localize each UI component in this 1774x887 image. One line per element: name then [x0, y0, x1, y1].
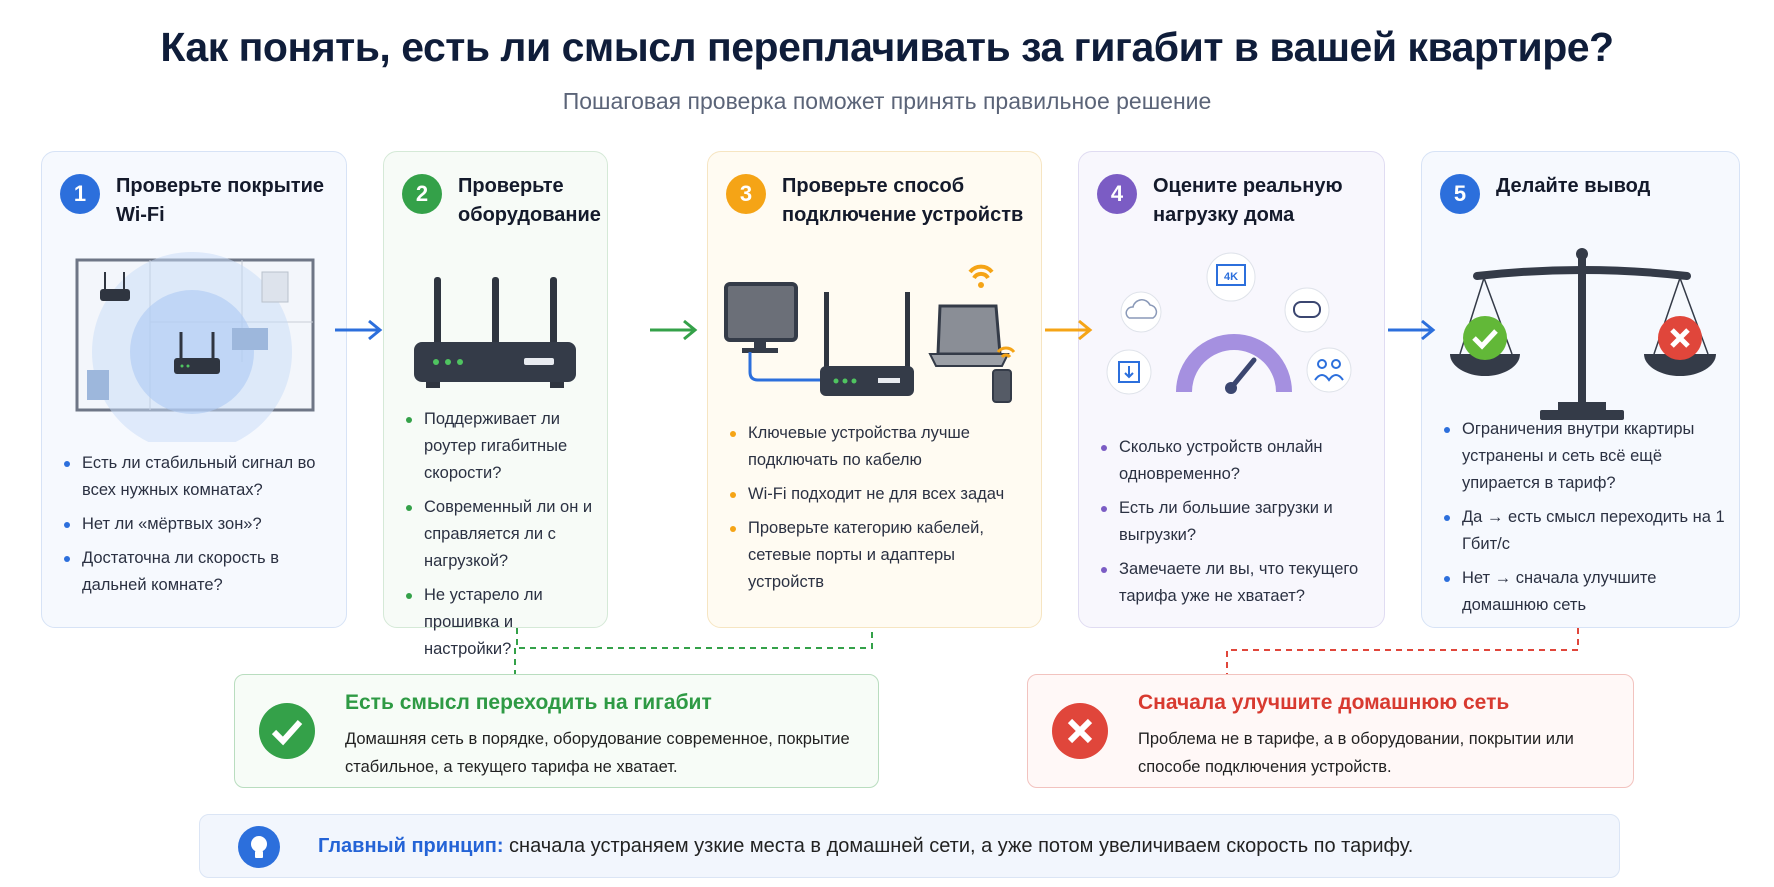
- outcome-yes: Есть смысл переходить на гигабит Домашня…: [234, 674, 879, 788]
- bullet: Wi-Fi подходит не для всех задач: [728, 481, 1031, 508]
- principle-label: Главный принцип:: [318, 835, 504, 857]
- no-connector: [1226, 628, 1579, 674]
- page-subtitle: Пошаговая проверка поможет принять прави…: [562, 88, 1212, 114]
- arrow-right-icon: [1388, 319, 1436, 341]
- step-bullets: Поддерживает ли роутер гигабитные скорос…: [404, 406, 597, 670]
- outcome-title: Сначала улучшите домашнюю сеть: [1138, 691, 1510, 714]
- step-bullets: Ограничения внутри ккартиры устранены и …: [1442, 416, 1729, 626]
- router-icon: [384, 242, 607, 442]
- bullet: Современный ли он и справляется ли с наг…: [404, 494, 597, 575]
- step-title: Проверьте способ подключение устройств: [782, 175, 1024, 226]
- bullet: Ограничения внутри ккартиры устранены и …: [1442, 416, 1729, 497]
- step-card-1: 1 Проверьте покрытие Wi-Fi Есть ли стаби…: [41, 151, 347, 628]
- step-title: Оцените реальную нагрузку дома: [1153, 175, 1343, 226]
- arrow-right-icon: [335, 319, 383, 341]
- arrow-right-icon: [650, 319, 698, 341]
- outcome-no: Сначала улучшите домашнюю сеть Проблема …: [1027, 674, 1634, 788]
- step-number: 5: [1440, 174, 1480, 214]
- principle-text: сначала устраняем узкие места в домашней…: [503, 835, 1414, 857]
- step-number: 2: [402, 174, 442, 214]
- step-card-3: 3 Проверьте способ подключение устройств…: [707, 151, 1042, 628]
- bullet: Нет ли «мёртвых зон»?: [62, 511, 336, 538]
- step-title: Проверьте покрытие Wi-Fi: [116, 175, 325, 226]
- main-principle-banner: Главный принцип: сначала устраняем узкие…: [199, 814, 1620, 878]
- step-bullets: Ключевые устройства лучше подключать по …: [728, 420, 1031, 603]
- scales-icon: [1422, 242, 1739, 442]
- bullet: Есть ли большие загрузки и выгрузки?: [1099, 495, 1374, 549]
- step-bullets: Есть ли стабильный сигнал во всех нужных…: [62, 450, 336, 606]
- step-number: 3: [726, 174, 766, 214]
- bullet: Есть ли стабильный сигнал во всех нужных…: [62, 450, 336, 504]
- bullet: Достаточна ли скорость в дальней комнате…: [62, 545, 336, 599]
- step-card-5: 5 Делайте вывод Ограничения внутри ккарт…: [1421, 151, 1740, 628]
- step-card-4: 4 Оцените реальную нагрузку дома 4K Скол…: [1078, 151, 1385, 628]
- outcome-title: Есть смысл переходить на гигабит: [345, 691, 712, 714]
- yes-connector: [514, 628, 873, 674]
- outcome-text: Проблема не в тарифе, а в оборудовании, …: [1138, 730, 1574, 776]
- bullet: Проверьте категорию кабелей, сетевые пор…: [728, 515, 1031, 596]
- lightbulb-icon: [238, 826, 280, 868]
- step-number: 4: [1097, 174, 1137, 214]
- step-bullets: Сколько устройств онлайн одновременно? Е…: [1099, 434, 1374, 617]
- bullet: Поддерживает ли роутер гигабитные скорос…: [404, 406, 597, 487]
- bullet: Сколько устройств онлайн одновременно?: [1099, 434, 1374, 488]
- step-title: Проверьте оборудование: [458, 175, 601, 226]
- page-title: Как понять, есть ли смысл переплачивать …: [160, 24, 1614, 70]
- bullet: Да → есть смысл переходить на 1 Гбит/с: [1442, 504, 1729, 558]
- step-card-2: 2 Проверьте оборудование Поддерживает ли…: [383, 151, 608, 658]
- check-icon: [259, 703, 315, 759]
- 4k-badge: 4K: [1224, 271, 1238, 283]
- bullet: Замечаете ли вы, что текущего тарифа уже…: [1099, 556, 1374, 610]
- bullet: Нет → сначала улучшите домашнюю сеть: [1442, 565, 1729, 619]
- bullet: Ключевые устройства лучше подключать по …: [728, 420, 1031, 474]
- step-number: 1: [60, 174, 100, 214]
- speedometer-load-icon: 4K: [1079, 242, 1384, 442]
- cross-icon: [1052, 703, 1108, 759]
- step-title: Делайте вывод: [1496, 175, 1651, 197]
- bullet: Не устарело ли прошивка и настройки?: [404, 582, 597, 663]
- floorplan-wifi-coverage-icon: [42, 242, 346, 452]
- arrow-right-icon: [1045, 319, 1093, 341]
- devices-connection-icon: [708, 242, 1041, 442]
- outcome-text: Домашняя сеть в порядке, оборудование со…: [345, 730, 850, 776]
